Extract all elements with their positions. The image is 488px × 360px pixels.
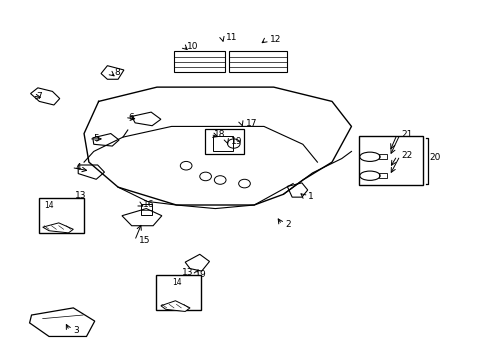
Text: 13: 13 — [182, 268, 193, 277]
Text: 18: 18 — [214, 130, 225, 139]
Text: 11: 11 — [225, 33, 237, 42]
Text: 8: 8 — [114, 68, 120, 77]
Text: 22: 22 — [400, 151, 411, 160]
Text: 5: 5 — [93, 134, 99, 143]
Polygon shape — [93, 134, 119, 146]
Bar — [378, 173, 386, 178]
Polygon shape — [161, 301, 190, 311]
Polygon shape — [131, 112, 161, 126]
Polygon shape — [185, 254, 209, 271]
Bar — [141, 204, 152, 215]
Polygon shape — [122, 208, 162, 226]
Text: 13: 13 — [75, 190, 86, 199]
Text: 12: 12 — [269, 36, 281, 45]
Text: 7: 7 — [36, 91, 42, 100]
Text: 21: 21 — [400, 130, 411, 139]
Bar — [378, 154, 386, 159]
Text: 19: 19 — [230, 137, 242, 146]
Text: 20: 20 — [428, 153, 440, 162]
Text: 3: 3 — [73, 326, 79, 335]
Bar — [204, 129, 244, 154]
Bar — [228, 51, 287, 72]
Bar — [212, 136, 233, 151]
Bar — [358, 136, 422, 185]
Text: 16: 16 — [143, 200, 155, 209]
Polygon shape — [30, 88, 60, 105]
Polygon shape — [287, 183, 307, 197]
Polygon shape — [42, 223, 73, 233]
Text: 1: 1 — [307, 192, 313, 201]
Text: 17: 17 — [245, 119, 257, 128]
Bar — [174, 51, 224, 72]
Text: 14: 14 — [172, 278, 182, 287]
Text: 15: 15 — [138, 236, 150, 245]
Text: 9: 9 — [200, 270, 205, 279]
Polygon shape — [78, 165, 104, 179]
Text: 4: 4 — [75, 163, 81, 172]
Bar — [39, 198, 84, 233]
Polygon shape — [101, 66, 123, 79]
Text: 14: 14 — [44, 202, 54, 211]
Text: 2: 2 — [285, 220, 291, 229]
Text: 10: 10 — [187, 41, 198, 50]
Text: 6: 6 — [128, 113, 134, 122]
Bar — [156, 275, 201, 310]
Polygon shape — [30, 308, 95, 337]
